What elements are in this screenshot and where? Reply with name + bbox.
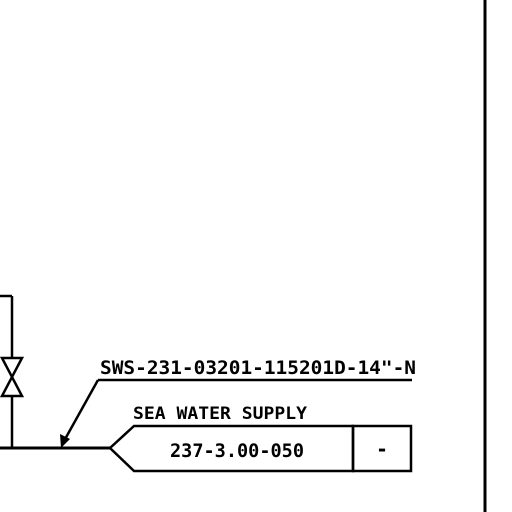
off-page-connector[interactable] xyxy=(108,424,413,473)
line-number-label: SWS-231-03201-115201D-14"-N xyxy=(100,357,416,379)
leader-arrow-icon xyxy=(60,434,70,448)
gate-valve-icon[interactable] xyxy=(0,356,25,398)
leader-line xyxy=(62,379,100,442)
service-label: SEA WATER SUPPLY xyxy=(133,404,308,424)
continuation-id-label: - xyxy=(376,437,388,461)
continuation-box xyxy=(351,424,413,473)
sheet-reference-label: 237-3.00-050 xyxy=(170,440,304,462)
